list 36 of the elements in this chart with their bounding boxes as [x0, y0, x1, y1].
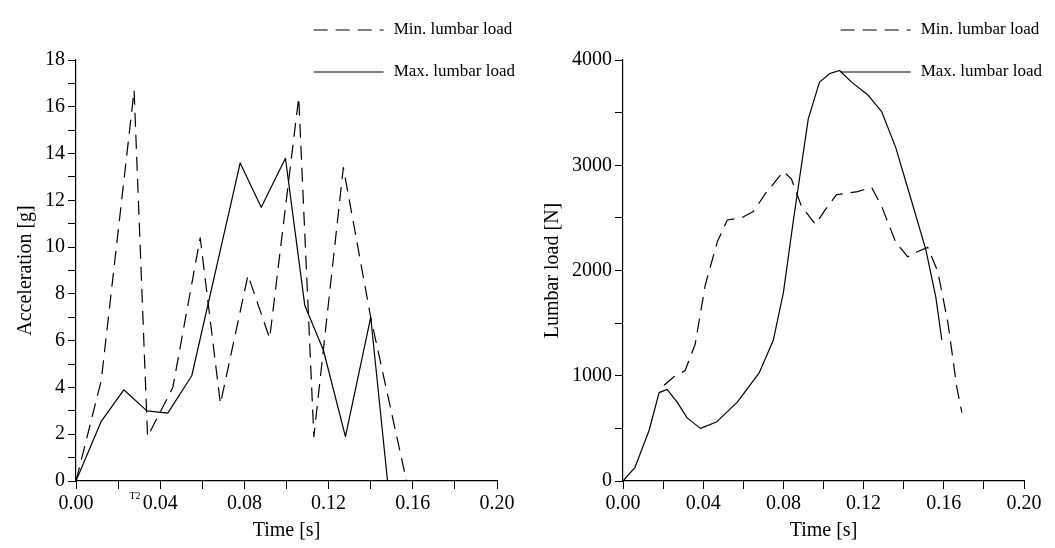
legend-label: Min. lumbar load [393, 19, 513, 39]
y-tick-label: 12 [45, 187, 65, 210]
x-tick-label: 0.04 [142, 491, 178, 514]
x-tick-label: 0.12 [311, 491, 347, 514]
y-tick-label: 1000 [572, 363, 612, 385]
y-tick-label: 0 [55, 468, 65, 491]
x-tick-label: 0.12 [846, 491, 882, 514]
y-tick-label: 10 [45, 234, 65, 257]
x-axis-title: Time [s] [252, 518, 321, 541]
y-tick-label: 0 [602, 468, 612, 491]
y-tick-label: 4000 [572, 47, 612, 70]
x-tick-label: 0.08 [226, 491, 262, 514]
legend-label: Max. lumbar load [393, 61, 516, 81]
y-tick-label: 2 [55, 421, 65, 444]
x-tick-label: 0.20 [1006, 491, 1042, 514]
x-axis-title: Time [s] [789, 518, 858, 541]
y-tick-label: 6 [55, 327, 65, 350]
legend-label: Max. lumbar load [920, 61, 1043, 81]
y-tick-label: 3000 [572, 152, 612, 175]
x-tick-label: 0.20 [479, 491, 515, 514]
legend-label: Min. lumbar load [920, 19, 1040, 39]
x-tick-label: 0.00 [605, 491, 641, 514]
y-tick-label: 8 [55, 281, 65, 304]
y-tick-label: 18 [45, 47, 65, 70]
y-tick-label: 16 [45, 94, 65, 117]
y-axis-title: Acceleration [g] [13, 205, 37, 336]
x-tick-label: 0.04 [685, 491, 721, 514]
x-tick-label: 0.16 [926, 491, 962, 514]
y-tick-label: 2000 [572, 257, 612, 280]
x-tick-label: 0.08 [765, 491, 801, 514]
y-tick-label: 4 [55, 374, 65, 397]
y-tick-label: 14 [45, 140, 65, 163]
text: T2 [129, 489, 141, 501]
x-tick-label: 0.00 [58, 491, 94, 514]
x-tick-label: 0.16 [395, 491, 431, 514]
y-axis-title: Lumbar load [N] [540, 202, 563, 339]
